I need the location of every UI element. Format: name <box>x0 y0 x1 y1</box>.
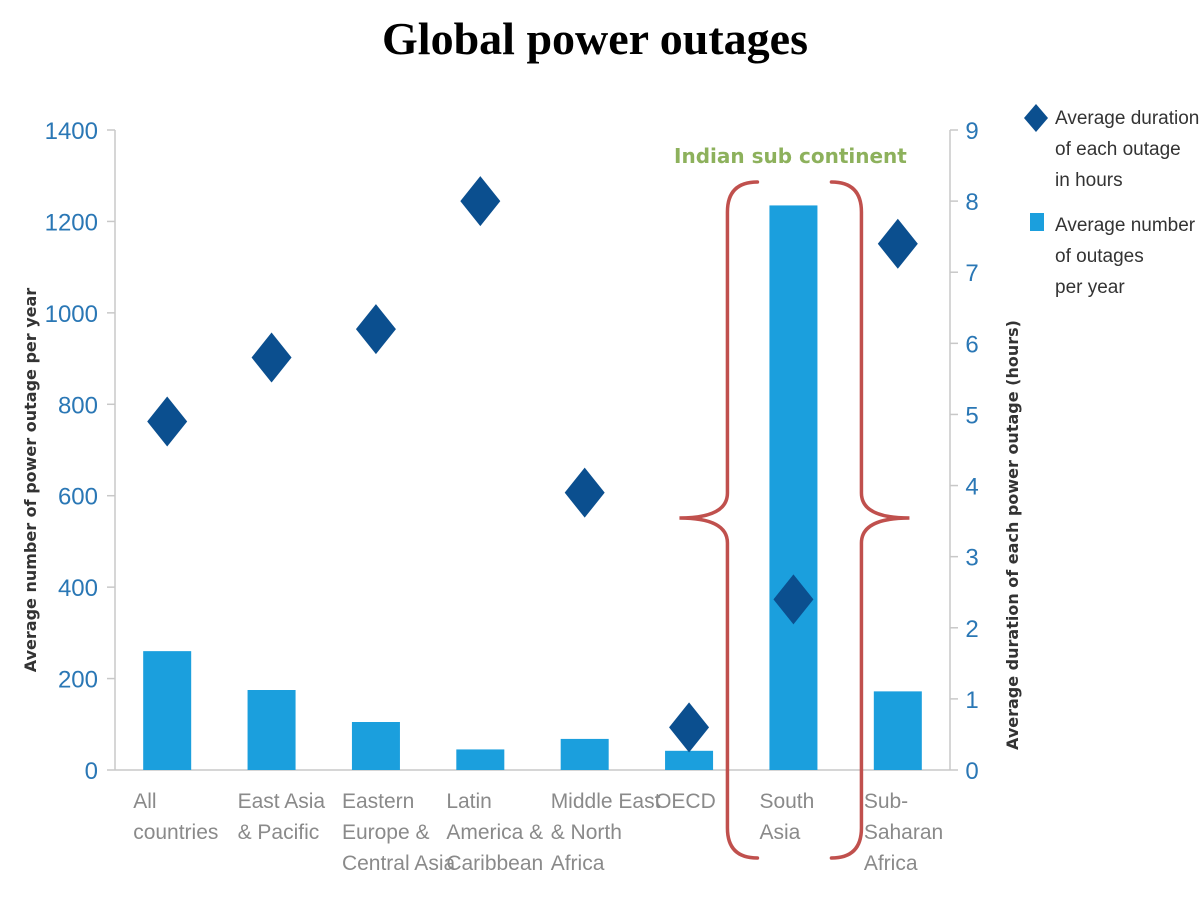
category-label: Europe & <box>342 821 430 844</box>
category-label: East Asia <box>238 790 326 813</box>
legend-label-duration: of each outage <box>1055 139 1181 160</box>
right-tick-label: 9 <box>965 118 978 145</box>
page-title: Global power outages <box>382 13 808 64</box>
bar-outages-6 <box>769 205 818 770</box>
diamond-duration-3 <box>460 176 501 227</box>
right-axis-title: Average duration of each power outage (h… <box>1003 320 1022 750</box>
right-tick-label: 8 <box>965 189 978 216</box>
legend-label-outages: of outages <box>1055 246 1144 267</box>
legend-label-duration: in hours <box>1055 170 1123 191</box>
left-tick-label: 1200 <box>45 209 98 236</box>
category-label: Eastern <box>342 790 414 813</box>
legend-bar-icon <box>1030 213 1044 231</box>
diamond-duration-6 <box>773 574 814 625</box>
category-label: & Pacific <box>238 821 320 844</box>
legend-label-duration: Average duration <box>1055 108 1199 129</box>
category-label: Africa <box>864 852 918 875</box>
left-tick-label: 0 <box>85 758 98 785</box>
category-label: Africa <box>551 852 605 875</box>
category-label: Sub- <box>864 790 908 813</box>
category-label: OECD <box>655 790 716 813</box>
diamond-duration-7 <box>877 218 918 269</box>
bar-outages-3 <box>456 749 505 770</box>
diamond-duration-0 <box>147 396 188 447</box>
diamond-duration-5 <box>669 702 710 753</box>
left-tick-label: 1000 <box>45 301 98 328</box>
right-tick-label: 0 <box>965 758 978 785</box>
bar-outages-4 <box>560 738 609 770</box>
left-tick-label: 400 <box>58 575 98 602</box>
category-label: Caribbean <box>446 852 543 875</box>
right-tick-label: 3 <box>965 545 978 572</box>
bar-outages-0 <box>143 651 192 770</box>
category-label: Latin <box>446 790 492 813</box>
annotation-label: Indian sub continent <box>674 144 907 168</box>
bar-outages-5 <box>665 750 714 770</box>
left-tick-label: 600 <box>58 484 98 511</box>
bar-outages-1 <box>247 690 296 770</box>
category-label: countries <box>133 821 218 844</box>
right-tick-label: 5 <box>965 402 978 429</box>
left-tick-label: 800 <box>58 392 98 419</box>
left-tick-label: 1400 <box>45 118 98 145</box>
category-label: Central Asia <box>342 852 456 875</box>
category-label: All <box>133 790 156 813</box>
right-tick-label: 4 <box>965 474 978 501</box>
category-label: South <box>759 790 814 813</box>
bar-outages-2 <box>351 722 400 770</box>
legend-label-outages: per year <box>1055 277 1125 298</box>
left-axis-title: Average number of power outage per year <box>21 288 40 672</box>
category-label: Middle East <box>551 790 661 813</box>
right-tick-label: 1 <box>965 687 978 714</box>
diamond-duration-1 <box>251 332 292 383</box>
legend-label-outages: Average number <box>1055 215 1196 236</box>
category-label: America & <box>446 821 543 844</box>
category-label: Saharan <box>864 821 943 844</box>
left-tick-label: 200 <box>58 667 98 694</box>
legend-diamond-icon <box>1024 104 1048 132</box>
right-tick-label: 7 <box>965 260 978 287</box>
right-tick-label: 6 <box>965 331 978 358</box>
category-label: Asia <box>759 821 800 844</box>
category-label: & North <box>551 821 622 844</box>
diamond-duration-4 <box>564 467 605 518</box>
diamond-duration-2 <box>355 304 396 355</box>
bar-outages-7 <box>873 691 922 770</box>
right-tick-label: 2 <box>965 616 978 643</box>
